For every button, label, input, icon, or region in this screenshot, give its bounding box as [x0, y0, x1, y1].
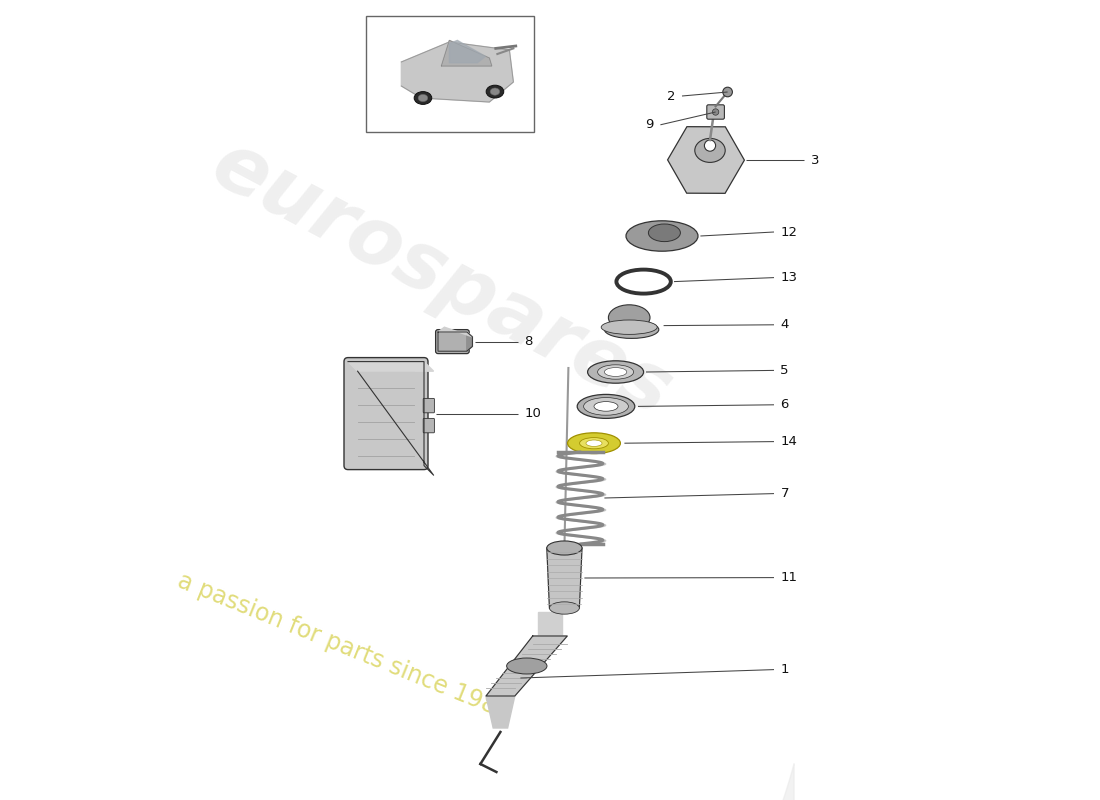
Ellipse shape: [597, 365, 634, 379]
Ellipse shape: [604, 367, 627, 376]
Ellipse shape: [549, 602, 580, 614]
FancyBboxPatch shape: [707, 105, 725, 119]
Text: 12: 12: [780, 226, 798, 238]
Ellipse shape: [507, 658, 547, 674]
Circle shape: [723, 87, 733, 97]
Text: eurospares: eurospares: [198, 125, 684, 433]
Text: 8: 8: [525, 335, 532, 348]
Ellipse shape: [648, 224, 681, 242]
Ellipse shape: [418, 94, 428, 102]
Text: 13: 13: [780, 271, 798, 284]
Ellipse shape: [602, 320, 657, 334]
Ellipse shape: [586, 440, 602, 446]
Ellipse shape: [604, 321, 659, 338]
Ellipse shape: [587, 361, 643, 383]
Ellipse shape: [594, 402, 618, 411]
FancyBboxPatch shape: [424, 418, 434, 433]
Text: 1: 1: [780, 663, 789, 676]
FancyBboxPatch shape: [366, 16, 534, 132]
Polygon shape: [486, 696, 515, 728]
Text: 14: 14: [780, 435, 798, 448]
Ellipse shape: [584, 398, 628, 415]
Text: 7: 7: [780, 487, 789, 500]
Circle shape: [713, 109, 718, 115]
Text: 11: 11: [780, 571, 798, 584]
Polygon shape: [438, 327, 472, 337]
Circle shape: [704, 140, 716, 151]
Text: 2: 2: [667, 90, 675, 102]
FancyBboxPatch shape: [424, 398, 434, 413]
Ellipse shape: [578, 394, 635, 418]
Ellipse shape: [580, 438, 608, 449]
Text: 6: 6: [780, 398, 789, 411]
Ellipse shape: [608, 305, 650, 330]
FancyBboxPatch shape: [344, 358, 428, 470]
Text: 4: 4: [780, 318, 789, 331]
Ellipse shape: [415, 92, 432, 104]
FancyBboxPatch shape: [436, 330, 470, 354]
Polygon shape: [466, 332, 472, 351]
Polygon shape: [348, 362, 433, 371]
Text: 10: 10: [525, 407, 541, 420]
Ellipse shape: [568, 433, 620, 454]
Polygon shape: [547, 548, 582, 608]
Polygon shape: [486, 636, 568, 696]
Text: 9: 9: [646, 118, 654, 131]
Ellipse shape: [547, 541, 582, 555]
Polygon shape: [450, 40, 485, 62]
Text: a passion for parts since 1985: a passion for parts since 1985: [174, 569, 514, 725]
Ellipse shape: [695, 138, 725, 162]
Ellipse shape: [486, 86, 504, 98]
Ellipse shape: [626, 221, 698, 251]
Polygon shape: [441, 40, 492, 66]
Polygon shape: [539, 612, 561, 636]
Text: 5: 5: [780, 364, 789, 377]
Ellipse shape: [491, 88, 499, 95]
Text: 3: 3: [811, 154, 819, 166]
Polygon shape: [402, 42, 514, 102]
